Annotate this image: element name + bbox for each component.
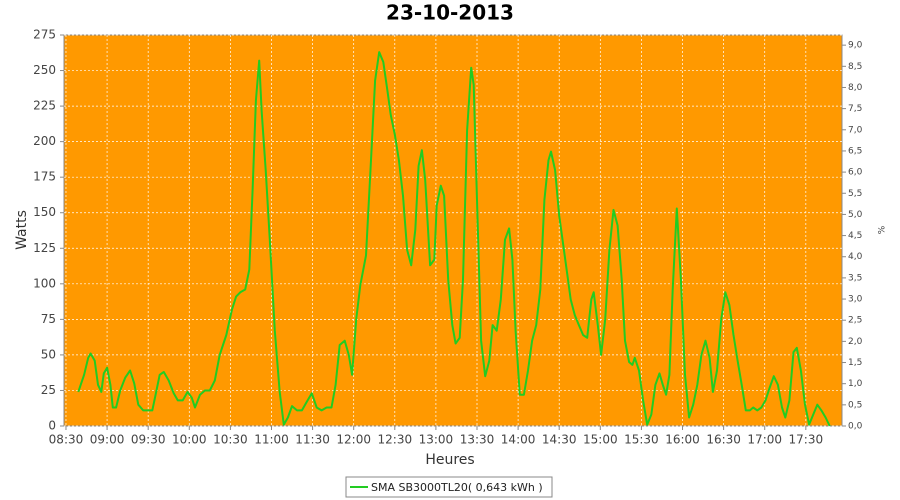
chart-title: 23-10-2013 — [386, 1, 514, 25]
y-axis-title: Watts — [14, 210, 30, 250]
x-tick-label: 12:00 — [336, 433, 371, 447]
y2-tick-label: 8,0 — [848, 83, 863, 93]
x-tick-label: 09:00 — [90, 433, 125, 447]
x-tick-label: 13:30 — [460, 433, 495, 447]
x-tick-label: 11:30 — [295, 433, 330, 447]
x-tick-label: 10:30 — [213, 433, 248, 447]
legend-box — [345, 476, 553, 498]
y-tick-label: 0 — [48, 419, 56, 433]
legend-label: SMA SB3000TL20( 0,643 kWh ) — [371, 481, 543, 494]
x-tick-label: 11:00 — [254, 433, 289, 447]
y2-tick-label: 7,5 — [848, 104, 862, 114]
x-tick-label: 17:00 — [747, 433, 782, 447]
x-tick-label: 17:30 — [789, 433, 824, 447]
x-tick-label: 08:30 — [49, 433, 84, 447]
x-tick-label: 13:00 — [419, 433, 454, 447]
x-tick-label: 09:30 — [131, 433, 166, 447]
x-tick-label: 15:30 — [624, 433, 659, 447]
x-tick-label: 16:30 — [706, 433, 741, 447]
y-tick-label: 125 — [33, 241, 56, 255]
y2-tick-label: 8,5 — [848, 62, 862, 72]
y2-axis-title: % — [878, 225, 888, 234]
x-tick-label: 16:00 — [665, 433, 700, 447]
y2-tick-label: 1,5 — [848, 358, 862, 368]
y2-tick-label: 9,0 — [848, 41, 863, 51]
x-tick-label: 10:00 — [172, 433, 207, 447]
x-tick-label: 12:30 — [378, 433, 413, 447]
y2-tick-label: 0,5 — [848, 400, 862, 410]
y-tick-label: 25 — [41, 383, 56, 397]
y-tick-label: 150 — [33, 205, 56, 219]
x-axis-title: Heures — [425, 452, 474, 468]
y2-tick-label: 2,5 — [848, 316, 862, 326]
y-tick-label: 225 — [33, 99, 56, 113]
x-tick-label: 15:00 — [583, 433, 618, 447]
y-tick-label: 200 — [33, 134, 56, 148]
y-tick-label: 100 — [33, 276, 56, 290]
series-line — [77, 51, 831, 427]
y2-tick-label: 6,0 — [848, 168, 863, 178]
y2-tick-label: 0,0 — [848, 422, 863, 432]
x-tick-label: 14:30 — [542, 433, 577, 447]
y2-tick-label: 1,0 — [848, 379, 863, 389]
y2-tick-label: 3,0 — [848, 295, 863, 305]
y2-tick-label: 6,5 — [848, 146, 862, 156]
x-tick-label: 14:00 — [501, 433, 536, 447]
y2-tick-label: 5,0 — [848, 210, 863, 220]
y-tick-label: 75 — [41, 312, 56, 326]
y2-tick-label: 5,5 — [848, 189, 862, 199]
y-tick-label: 250 — [33, 63, 56, 77]
y-tick-label: 50 — [41, 347, 56, 361]
y2-tick-label: 4,0 — [848, 252, 863, 262]
plot-area — [63, 34, 843, 427]
y2-tick-label: 7,0 — [848, 125, 863, 135]
y-tick-label: 275 — [33, 28, 56, 42]
y2-tick-label: 3,5 — [848, 273, 862, 283]
y2-tick-label: 4,5 — [848, 231, 862, 241]
y-tick-label: 175 — [33, 170, 56, 184]
y2-tick-label: 2,0 — [848, 337, 863, 347]
